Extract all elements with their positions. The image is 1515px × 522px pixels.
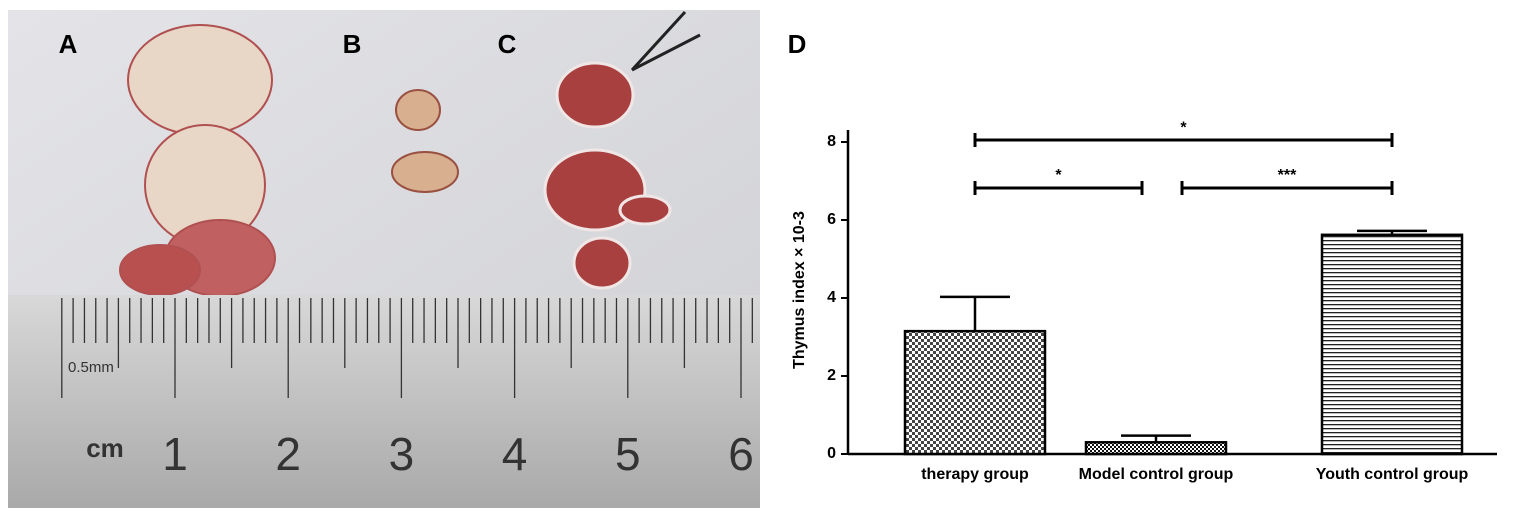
- y-tick-label: 8: [827, 133, 836, 150]
- significance-label: ***: [1278, 167, 1297, 184]
- thymus-a: [119, 24, 276, 297]
- bar: [1320, 233, 1464, 456]
- panel-label: A: [59, 29, 78, 59]
- bar: [1084, 441, 1228, 456]
- y-tick-label: 2: [827, 367, 836, 384]
- ruler-number: 6: [728, 428, 754, 480]
- bar: [903, 329, 1047, 456]
- pen-mark: [630, 10, 701, 72]
- ruler-note: 0.5mm: [68, 359, 114, 376]
- significance-bracket: [1180, 181, 1394, 196]
- ruler-number: 5: [615, 428, 641, 480]
- photo: [8, 10, 760, 508]
- significance-label: *: [1055, 167, 1062, 184]
- y-axis-label: Thymus index × 10-3: [791, 211, 808, 369]
- panel-label: B: [343, 29, 362, 59]
- y-tick-label: 0: [827, 445, 836, 462]
- ruler-number: 3: [389, 428, 415, 480]
- ruler-number: 1: [162, 428, 188, 480]
- panel-label: C: [498, 29, 517, 59]
- ruler-unit: cm: [86, 433, 124, 463]
- thymus-c: [543, 61, 672, 290]
- significance-bracket: [973, 133, 1394, 148]
- x-tick-label: Model control group: [1079, 466, 1234, 483]
- y-tick-label: 4: [827, 289, 836, 306]
- ruler-number: 2: [275, 428, 301, 480]
- significance-label: *: [1180, 119, 1187, 136]
- y-tick-label: 6: [827, 211, 836, 228]
- significance-bracket: [973, 181, 1144, 196]
- x-tick-label: Youth control group: [1316, 466, 1469, 483]
- ruler-number: 4: [502, 428, 528, 480]
- ruler: [8, 295, 760, 508]
- thymus-b: [391, 89, 459, 193]
- x-tick-label: therapy group: [921, 466, 1029, 483]
- panel-label: D: [788, 29, 807, 59]
